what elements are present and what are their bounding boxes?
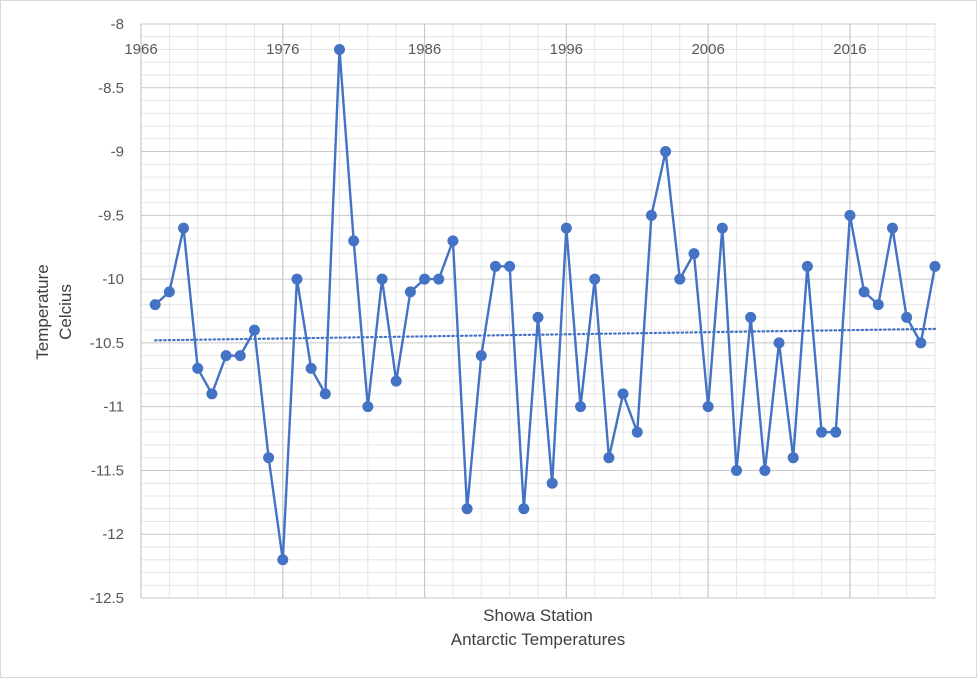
y-tick-label: -10.5 — [90, 335, 124, 352]
data-point — [461, 503, 473, 515]
data-point — [660, 146, 672, 158]
data-point — [929, 260, 941, 272]
data-point — [801, 260, 813, 272]
data-point — [886, 222, 898, 234]
data-point — [901, 311, 913, 323]
data-point — [234, 350, 246, 362]
data-point — [645, 209, 657, 221]
data-point — [305, 362, 317, 374]
trendline — [154, 327, 937, 342]
x-tick-label: 1996 — [550, 41, 583, 58]
data-point — [489, 260, 501, 272]
minor-gridlines — [141, 24, 936, 598]
x-tick-label: 1976 — [266, 41, 299, 58]
data-point — [277, 554, 289, 566]
data-point — [702, 401, 714, 413]
data-point — [617, 388, 629, 400]
x-tick-label: 1986 — [408, 41, 441, 58]
data-point — [688, 248, 700, 260]
data-point — [319, 388, 331, 400]
data-point — [816, 426, 828, 438]
y-tick-label: -12 — [102, 526, 124, 543]
x-tick-label: 2016 — [833, 41, 866, 58]
y-tick-label: -9 — [111, 144, 124, 161]
data-point — [263, 452, 275, 464]
data-point — [404, 286, 416, 298]
y-axis-tick-labels: -8 -8.5 -9 -9.5 -10 -10.5 -11 -11.5 -12 -12.5 — [90, 16, 124, 607]
data-point — [192, 362, 204, 374]
data-point — [589, 273, 601, 285]
data-point — [674, 273, 686, 285]
data-point — [872, 299, 884, 311]
data-point — [631, 426, 643, 438]
y-tick-label: -12.5 — [90, 590, 124, 607]
data-point — [575, 401, 587, 413]
data-point — [532, 311, 544, 323]
y-axis-title-line2: Celcius — [56, 284, 75, 340]
series-line — [154, 48, 937, 561]
data-point — [731, 464, 742, 476]
data-point — [716, 222, 728, 234]
data-point — [447, 235, 459, 247]
series-group — [149, 44, 941, 566]
data-point — [844, 209, 856, 221]
y-tick-label: -9.5 — [98, 207, 124, 224]
data-point — [475, 350, 487, 362]
x-axis-title-line2: Antarctic Temperatures — [451, 630, 625, 649]
data-point — [362, 401, 374, 413]
data-point — [433, 273, 445, 285]
data-point — [915, 337, 927, 349]
data-point — [178, 222, 190, 234]
data-point — [248, 324, 260, 336]
y-tick-label: -10 — [102, 271, 124, 288]
x-axis-title-line1: Showa Station — [483, 606, 593, 625]
data-point — [419, 273, 431, 285]
data-point — [220, 350, 232, 362]
x-tick-label: 1966 — [124, 41, 157, 58]
data-point — [787, 452, 799, 464]
axis-titles: Temperature Celcius Showa Station Antarc… — [33, 264, 625, 649]
data-point — [759, 464, 771, 476]
x-axis-tick-labels: 1966 1976 1986 1996 2006 2016 — [124, 41, 866, 58]
data-point — [858, 286, 870, 298]
y-tick-label: -8.5 — [98, 80, 124, 97]
data-point — [376, 273, 388, 285]
data-point — [149, 299, 161, 311]
y-tick-label: -11 — [103, 399, 124, 416]
data-point — [773, 337, 785, 349]
data-point — [348, 235, 360, 247]
x-tick-label: 2006 — [691, 41, 724, 58]
data-point — [603, 452, 615, 464]
y-tick-label: -8 — [111, 16, 124, 33]
data-point — [546, 477, 558, 489]
data-point — [518, 503, 530, 515]
data-point — [334, 44, 345, 56]
trendline-group — [154, 327, 937, 342]
y-axis-title-line1: Temperature — [33, 264, 52, 359]
data-point — [504, 260, 516, 272]
data-point — [390, 375, 402, 387]
data-point — [560, 222, 572, 234]
y-tick-label: -11.5 — [91, 462, 124, 479]
data-point — [745, 311, 757, 323]
data-point — [830, 426, 842, 438]
data-point — [206, 388, 218, 400]
data-point — [291, 273, 303, 285]
major-gridlines — [140, 23, 935, 599]
data-point — [163, 286, 175, 298]
